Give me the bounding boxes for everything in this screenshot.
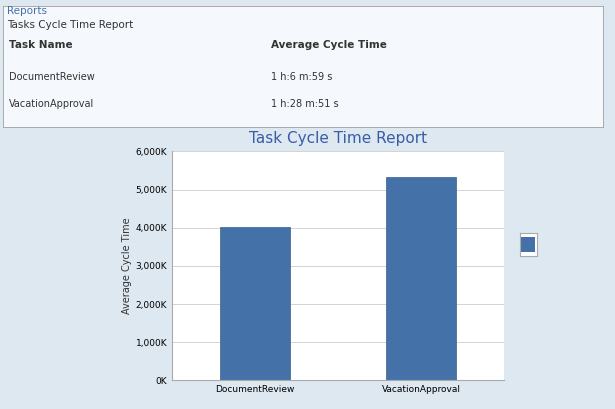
Text: 1 h:28 m:51 s: 1 h:28 m:51 s xyxy=(271,99,338,109)
Bar xyxy=(386,177,456,380)
Text: Reports: Reports xyxy=(7,6,47,16)
Text: Average Cycle Time: Average Cycle Time xyxy=(271,40,386,50)
Bar xyxy=(220,227,290,380)
Bar xyxy=(522,236,535,252)
Text: Task Name: Task Name xyxy=(9,40,73,50)
Text: 1 h:6 m:59 s: 1 h:6 m:59 s xyxy=(271,72,332,82)
Y-axis label: Average Cycle Time: Average Cycle Time xyxy=(122,218,132,314)
Text: DocumentReview: DocumentReview xyxy=(9,72,95,82)
Title: Task Cycle Time Report: Task Cycle Time Report xyxy=(249,131,427,146)
Text: Tasks Cycle Time Report: Tasks Cycle Time Report xyxy=(7,20,133,30)
Text: VacationApproval: VacationApproval xyxy=(9,99,95,109)
